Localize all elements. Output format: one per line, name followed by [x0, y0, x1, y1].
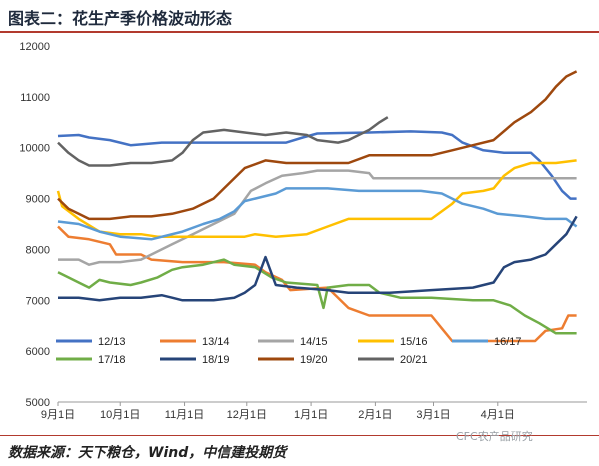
- legend-label: 17/18: [98, 354, 126, 366]
- y-tick-label: 8000: [26, 244, 50, 256]
- legend-label: 13/14: [202, 336, 230, 348]
- y-tick-label: 12000: [19, 41, 50, 53]
- y-tick-label: 9000: [26, 194, 50, 206]
- series-line-15-16: [56, 159, 577, 238]
- legend-label: 16/17: [494, 336, 522, 348]
- legend-label: 18/19: [202, 354, 230, 366]
- legend-label: 12/13: [98, 336, 126, 348]
- y-tick-label: 7000: [26, 295, 50, 307]
- legend-label: 14/15: [300, 336, 328, 348]
- price-line-chart: 5000 6000 7000 8000 9000 10000 11000 12000 9月1日 1…: [19, 41, 587, 421]
- y-tick-label: 6000: [26, 346, 50, 358]
- x-tick-label: 12月1日: [227, 409, 267, 421]
- x-tick-label: 10月1日: [100, 409, 140, 421]
- title-bar: 图表二：花生产季价格波动形态: [0, 0, 599, 33]
- legend-label: 15/16: [400, 336, 428, 348]
- y-tick-label: 10000: [19, 143, 50, 155]
- x-tick-label: 9月1日: [41, 409, 75, 421]
- series-line-17-18: [57, 258, 577, 335]
- legend-label: 20/21: [400, 354, 428, 366]
- y-tick-label: 11000: [20, 92, 50, 104]
- data-source-note: 数据来源：天下粮仓，Wind，中信建投期货: [8, 445, 287, 461]
- x-tick-label: 3月1日: [416, 409, 450, 421]
- series-line-14-15: [58, 169, 577, 266]
- x-tick-label: 2月1日: [358, 409, 392, 421]
- series-line-19-20: [57, 70, 578, 221]
- x-tick-label: 4月1日: [481, 409, 515, 421]
- series-line-20-21: [57, 116, 389, 167]
- series-line-16-17: [57, 187, 578, 241]
- y-tick-label: 5000: [26, 397, 50, 409]
- chart-title: 图表二：花生产季价格波动形态: [8, 9, 233, 28]
- x-tick-label: 1月1日: [294, 409, 328, 421]
- watermark-logo: CFC农产品研究: [456, 430, 533, 443]
- x-tick-label: 11月1日: [165, 409, 205, 421]
- legend-label: 19/20: [300, 354, 328, 366]
- title-divider: [0, 31, 599, 33]
- series-line-18-19: [58, 215, 578, 302]
- footer-divider: [0, 435, 599, 436]
